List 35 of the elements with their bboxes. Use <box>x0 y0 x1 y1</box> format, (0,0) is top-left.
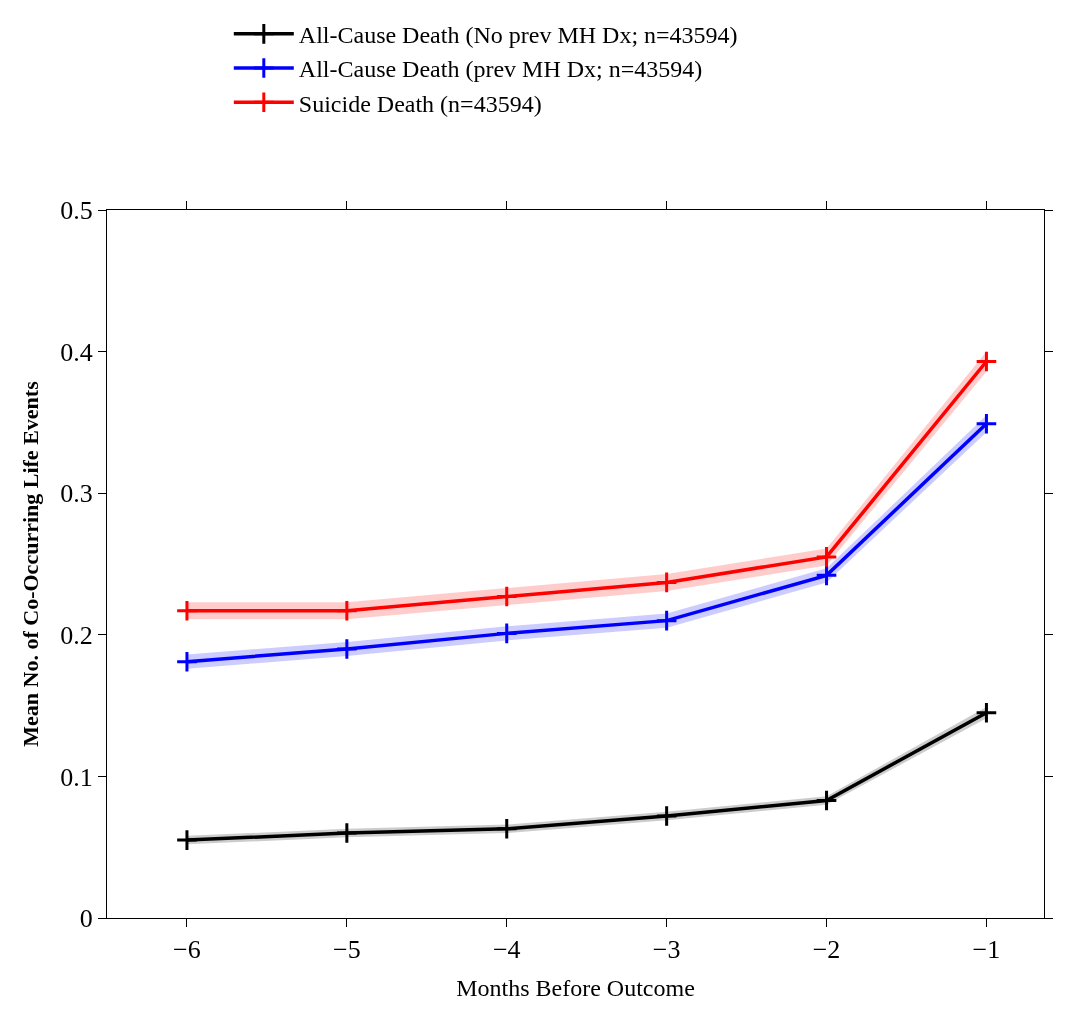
x-tick-label: −2 <box>812 935 841 965</box>
x-tick-label: −5 <box>333 935 361 965</box>
point <box>815 545 838 569</box>
x-axis-title: Months Before Outcome <box>456 974 695 1001</box>
point <box>495 622 519 645</box>
point <box>655 571 678 594</box>
y-tick-label: 0.5 <box>60 196 93 226</box>
point <box>655 609 678 632</box>
point <box>495 585 519 608</box>
y-tick-label: 0 <box>79 904 93 934</box>
point <box>175 599 199 623</box>
point <box>335 599 359 623</box>
point <box>975 412 998 436</box>
y-axis-title: Mean No. of Co-Occurring Life Events <box>18 380 43 747</box>
y-tick-label: 0.1 <box>60 762 93 792</box>
point <box>975 701 998 724</box>
x-tick-label: −3 <box>652 935 681 965</box>
legend-label: All-Cause Death (prev MH Dx; n=43594) <box>298 56 703 83</box>
y-tick-label: 0.4 <box>60 337 93 367</box>
x-tick-label: −1 <box>972 935 1001 965</box>
legend-label: Suicide Death (n=43594) <box>298 90 542 117</box>
y-tick-label: 0.2 <box>60 620 93 650</box>
x-tick-label: −6 <box>173 935 201 965</box>
point <box>975 350 998 373</box>
legend-label: All-Cause Death (No prev MH Dx; n=43594) <box>298 22 738 49</box>
point <box>495 817 519 841</box>
point <box>335 637 359 661</box>
point <box>335 821 359 845</box>
y-tick-label: 0.3 <box>60 479 93 509</box>
point <box>175 828 199 852</box>
point <box>815 789 838 812</box>
point <box>655 804 678 828</box>
x-tick-label: −4 <box>492 935 521 965</box>
point <box>175 650 199 673</box>
point <box>815 564 838 587</box>
